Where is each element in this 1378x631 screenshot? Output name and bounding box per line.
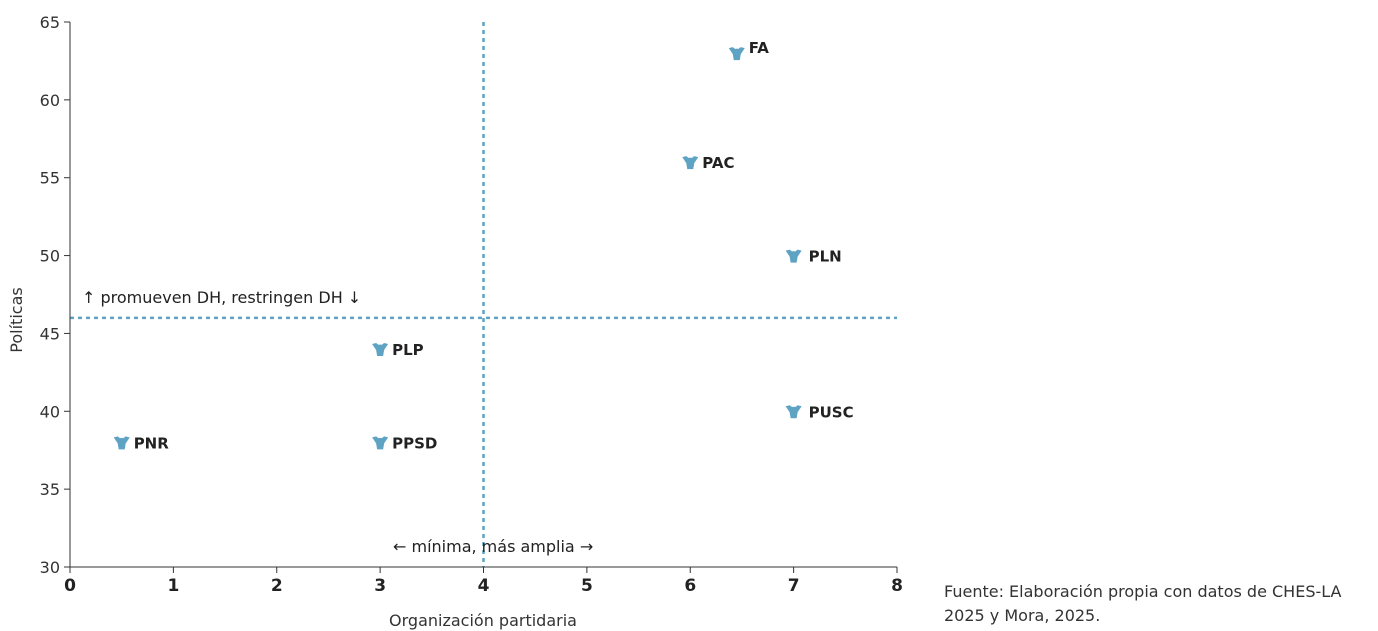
data-points: FA PAC PLN PLP PUSC PNR PPSD — [113, 39, 854, 452]
x-tick-label: 1 — [167, 576, 179, 596]
point-marker-center — [790, 251, 798, 259]
y-axis-ticks: 30 35 40 45 50 55 60 65 — [40, 13, 70, 577]
y-tick-label: 60 — [40, 91, 60, 110]
y-tick-label: 65 — [40, 13, 60, 32]
x-tick-label: 6 — [684, 576, 696, 596]
x-tick-label: 7 — [788, 576, 800, 596]
y-tick-label: 30 — [40, 558, 60, 577]
data-point: PLP — [372, 341, 424, 359]
x-tick-label: 4 — [478, 576, 490, 596]
y-tick-label: 35 — [40, 480, 60, 499]
point-label: PUSC — [809, 403, 854, 421]
y-axis-label: Políticas — [7, 287, 26, 352]
point-label: FA — [749, 39, 770, 57]
data-point: FA — [728, 39, 770, 61]
source-note: Fuente: Elaboración propia con datos de … — [944, 582, 1342, 625]
point-marker-center — [376, 344, 384, 352]
x-tick-label: 5 — [581, 576, 593, 596]
x-tick-label: 8 — [891, 576, 903, 596]
data-point: PNR — [113, 434, 170, 452]
horizontal-line-annotation: ↑ promueven DH, restringen DH ↓ — [82, 288, 361, 307]
data-point: PLN — [785, 248, 842, 266]
y-tick-label: 40 — [40, 402, 60, 421]
point-label: PNR — [134, 434, 170, 452]
x-tick-label: 3 — [374, 576, 386, 596]
point-label: PLN — [809, 248, 842, 266]
x-tick-label: 0 — [64, 576, 76, 596]
data-point: PAC — [682, 154, 734, 172]
point-marker-center — [733, 48, 741, 56]
vertical-line-annotation: ← mínima, más amplia → — [393, 537, 593, 556]
point-label: PAC — [702, 154, 734, 172]
point-marker-center — [376, 437, 384, 445]
y-tick-label: 45 — [40, 324, 60, 343]
point-marker-center — [118, 437, 126, 445]
point-label: PPSD — [392, 434, 437, 452]
point-label: PLP — [392, 341, 424, 359]
x-axis-label: Organización partidaria — [389, 611, 577, 630]
point-marker-center — [686, 157, 694, 165]
data-point: PPSD — [372, 434, 437, 452]
point-marker-center — [790, 406, 798, 414]
x-tick-label: 2 — [271, 576, 283, 596]
y-tick-label: 55 — [40, 169, 60, 188]
y-tick-label: 50 — [40, 247, 60, 266]
x-axis-ticks: 0 1 2 3 4 5 6 7 8 — [64, 567, 903, 596]
data-point: PUSC — [785, 403, 854, 421]
reference-lines — [70, 22, 897, 567]
